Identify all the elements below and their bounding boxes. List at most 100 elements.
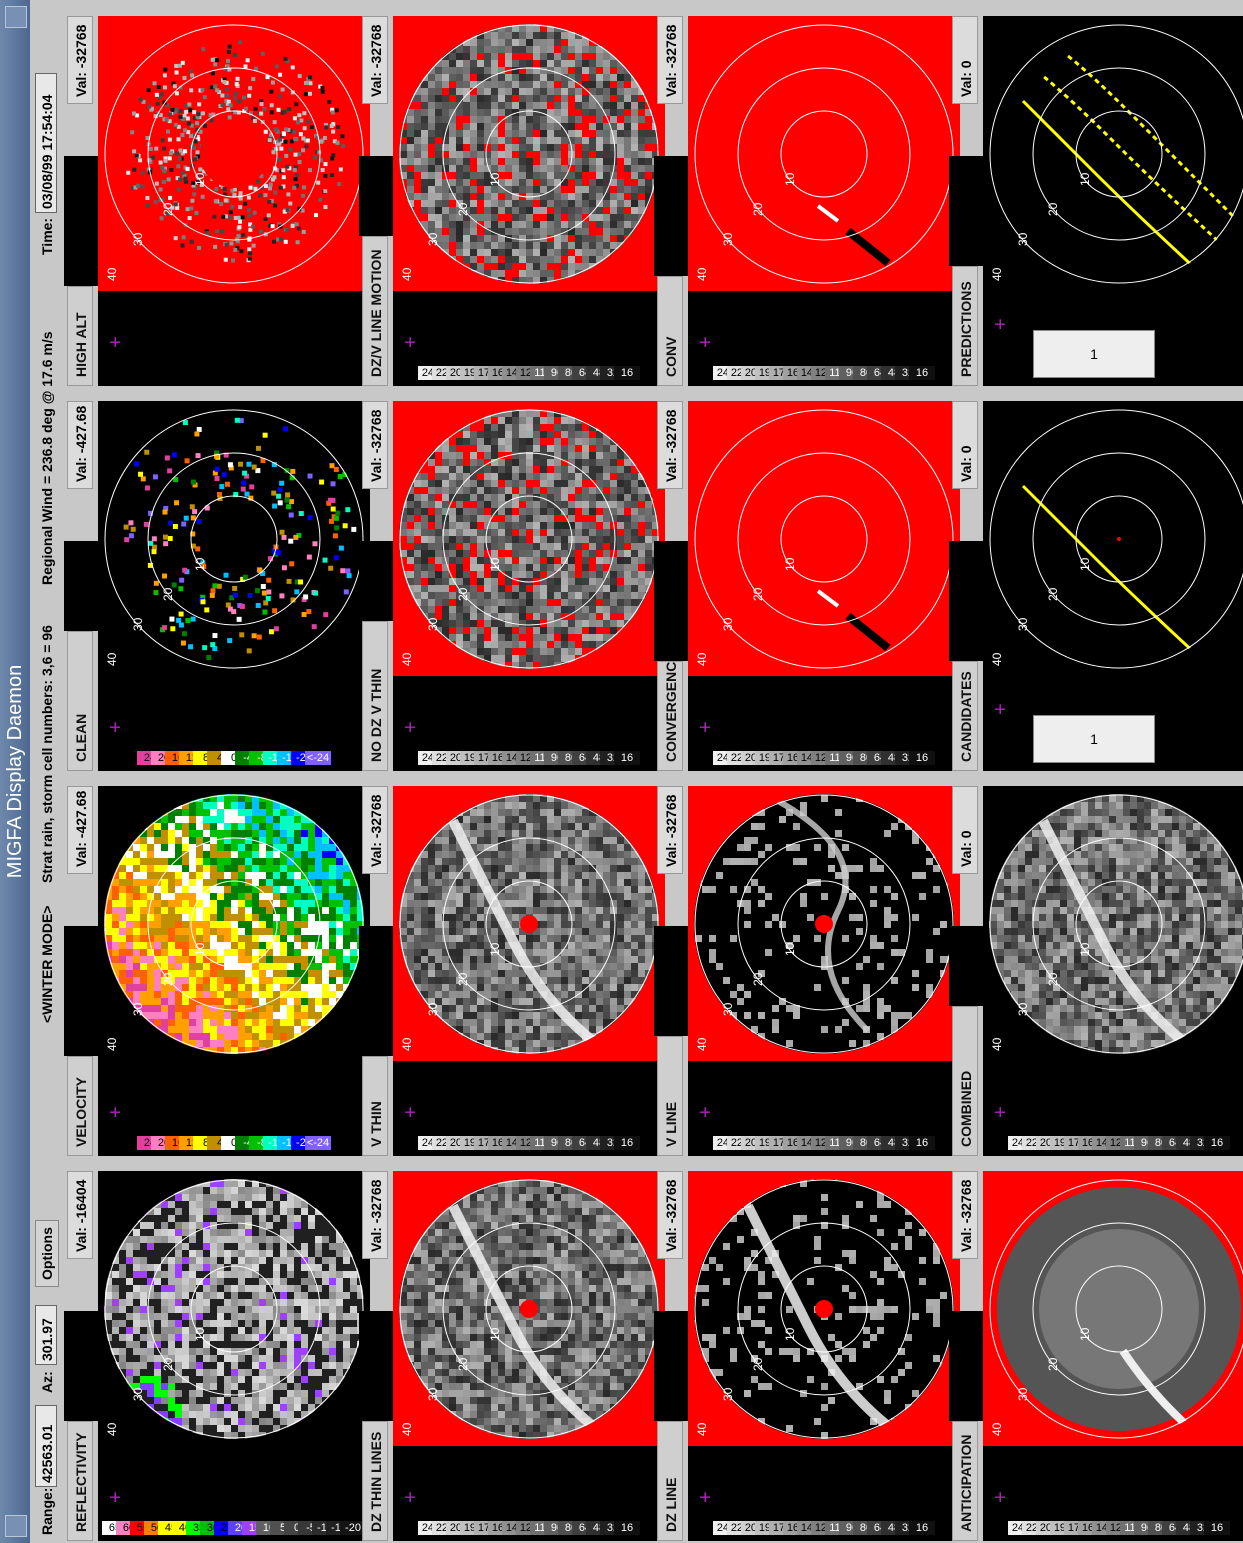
radar-plot[interactable]: 10 20 30 40	[983, 16, 1243, 291]
radar-image[interactable]: 10 20 30 40	[393, 786, 665, 1061]
options-button[interactable]: Options	[35, 1220, 59, 1287]
radar-image[interactable]: 10 20 30 40	[393, 1171, 665, 1446]
radar-image[interactable]: 10 20 30 40	[688, 786, 960, 1061]
radar-image[interactable]: 10 20 30 40	[983, 401, 1243, 676]
value-readout: Val: -32768	[362, 401, 388, 489]
radar-image[interactable]: 10 20 30 40	[688, 16, 960, 291]
radar-plot[interactable]: 10 20 30 40	[688, 1171, 960, 1446]
radar-panel: ANTICIPATION Val: -32768 240 224 208 192 176 16…	[949, 1171, 1243, 1541]
panel-header: CONVERGENCE Val: -32768	[654, 401, 688, 771]
range-ring-label: 20	[1046, 972, 1060, 986]
range-label: Range:	[39, 1487, 55, 1535]
color-legend: +	[98, 291, 370, 386]
legend-entry: <-24	[305, 751, 331, 765]
mode-text: <WINTER MODE>	[39, 905, 55, 1023]
range-field[interactable]: 42563.01	[35, 1405, 57, 1487]
val-value: -32768	[368, 794, 384, 839]
legend-entry: 16	[909, 1521, 935, 1535]
radar-plot[interactable]: 10 20 30 40	[983, 786, 1243, 1061]
range-ring-label: 10	[783, 557, 797, 571]
header-spacer	[359, 541, 393, 621]
color-legend: 1 +	[983, 291, 1243, 386]
radar-image[interactable]: 10 20 30 40	[983, 1171, 1243, 1446]
radar-plot[interactable]: 10 20 30 40	[983, 401, 1243, 676]
range-ring-label: 40	[695, 652, 709, 666]
val-value: -427.68	[73, 790, 89, 839]
radar-image[interactable]: 10 20 30 40	[688, 1171, 960, 1446]
val-label: Val:	[73, 1227, 89, 1252]
range-ring-label: 10	[488, 172, 502, 186]
panel-title-button[interactable]: V LINE MOTION	[657, 1036, 705, 1156]
panel-title-button[interactable]: DZ/V LINE MOTION	[362, 236, 388, 386]
panel-header: DZ THIN LINES Val: -32768	[359, 1171, 393, 1541]
header-spacer	[64, 156, 98, 286]
color-legend: 65 60 55 50 45 40 35 30 25 20 15 10 5 0 -5 -10 -15 -20 +	[98, 1446, 370, 1541]
color-bar: 240 224 208 192 176 160 144 128 112 96 80 64 48 32 16	[418, 745, 640, 771]
radar-image[interactable]: 10 20 30 40	[98, 16, 370, 291]
panel-header: NO DZ V THIN LINES Val: -32768	[359, 401, 410, 771]
radar-plot[interactable]: 10 20 30 40	[393, 401, 665, 676]
range-ring-label: 20	[161, 1357, 175, 1371]
val-value: -32768	[663, 1179, 679, 1224]
radar-image[interactable]: 10 20 30 40	[393, 401, 665, 676]
panel-title-button[interactable]: V THIN LINES	[362, 1056, 410, 1156]
val-label: Val:	[663, 72, 679, 97]
radar-plot[interactable]: 10 20 30 40	[98, 786, 370, 1061]
panel-title-button[interactable]: DZ THIN LINES	[362, 1421, 388, 1541]
range-ring-label: 30	[721, 232, 735, 246]
val-label: Val:	[73, 842, 89, 867]
panel-title-button[interactable]: CONVERGENCE	[657, 652, 683, 771]
radar-plot[interactable]: 10 20 30 40	[98, 1171, 370, 1446]
radar-panel: HIGH ALT WX Val: -32768 +10 20 30 40	[64, 16, 370, 386]
radar-plot[interactable]: 10 20 30 40	[98, 16, 370, 291]
range-ring-label: 20	[751, 972, 765, 986]
panel-header: DZ LINE MOTION Val: -32768	[654, 1171, 705, 1541]
panel-title-button[interactable]: CLEAN VELOCITY	[67, 631, 115, 771]
range-ring-label: 20	[161, 587, 175, 601]
radar-plot[interactable]: 10 20 30 40	[983, 1171, 1243, 1446]
window-menu-icon[interactable]	[5, 1515, 27, 1537]
range-ring-label: 40	[105, 1422, 119, 1436]
az-field[interactable]: 301.97	[35, 1305, 57, 1365]
cursor-marker-icon: +	[695, 721, 717, 733]
radar-plot[interactable]: 10 20 30 40	[393, 786, 665, 1061]
header-spacer	[949, 156, 983, 266]
radar-plot[interactable]: 10 20 30 40	[393, 16, 665, 291]
panel-title-button[interactable]: VELOCITY	[67, 1056, 93, 1156]
radar-panel: VELOCITY Val: -427.68 24 20 16 12 8 4 0 -4 -8 -12 -1…	[64, 786, 370, 1156]
panel-title-button[interactable]: PREDICTIONS	[952, 266, 978, 386]
color-bar: 240 224 208 192 176 160 144 128 112 96 80 64 48 32 16	[713, 1515, 935, 1541]
radar-plot[interactable]: 10 20 30 40	[688, 786, 960, 1061]
val-label: Val:	[958, 457, 974, 482]
radar-image[interactable]: 10 20 30 40	[983, 16, 1243, 291]
range-ring-label: 20	[456, 587, 470, 601]
radar-plot[interactable]: 10 20 30 40	[688, 401, 960, 676]
panel-title-button[interactable]: CONV MOTION	[657, 276, 705, 386]
panel-title-button[interactable]: DZ LINE MOTION	[657, 1421, 705, 1541]
range-ring-label: 30	[1016, 617, 1030, 631]
radar-image[interactable]: 10 20 30 40	[98, 786, 370, 1061]
radar-plot[interactable]: 10 20 30 40	[393, 1171, 665, 1446]
panel-title-button[interactable]: NO DZ V THIN LINES	[362, 621, 410, 771]
color-legend: 240 224 208 192 176 160 144 128 112 96 80 64 48 32 16 +	[688, 1061, 960, 1156]
radar-image[interactable]: 10 20 30 40	[393, 16, 665, 291]
value-readout: Val: 0	[952, 786, 978, 874]
radar-image[interactable]: 10 20 30 40	[98, 1171, 370, 1446]
radar-image[interactable]: 10 20 30 40	[98, 401, 370, 676]
radar-panel: NO DZ V THIN LINES Val: -32768 24022420819…	[359, 401, 665, 771]
panel-title-button[interactable]: ANTICIPATION	[952, 1421, 978, 1541]
value-readout: Val: -32768	[952, 1171, 978, 1259]
range-ring-label: 10	[1078, 1327, 1092, 1341]
color-legend: 240 224 208 192 176 160 144 128 112 96 80 64 48 32 16 +	[983, 1061, 1243, 1156]
radar-image[interactable]: 10 20 30 40	[983, 786, 1243, 1061]
header-spacer	[64, 541, 98, 631]
panel-title-button[interactable]: CANDIDATES	[952, 661, 978, 771]
range-ring-label: 40	[400, 267, 414, 281]
radar-plot[interactable]: 10 20 30 40	[98, 401, 370, 676]
panel-title-button[interactable]: REFLECTIVITY	[67, 1421, 93, 1541]
panel-title-button[interactable]: COMBINED INTEREST	[952, 1006, 1000, 1156]
panel-title-button[interactable]: HIGH ALT WX	[67, 286, 115, 386]
radar-image[interactable]: 10 20 30 40	[688, 401, 960, 676]
minimize-icon[interactable]	[5, 6, 27, 28]
radar-plot[interactable]: 10 20 30 40	[688, 16, 960, 291]
